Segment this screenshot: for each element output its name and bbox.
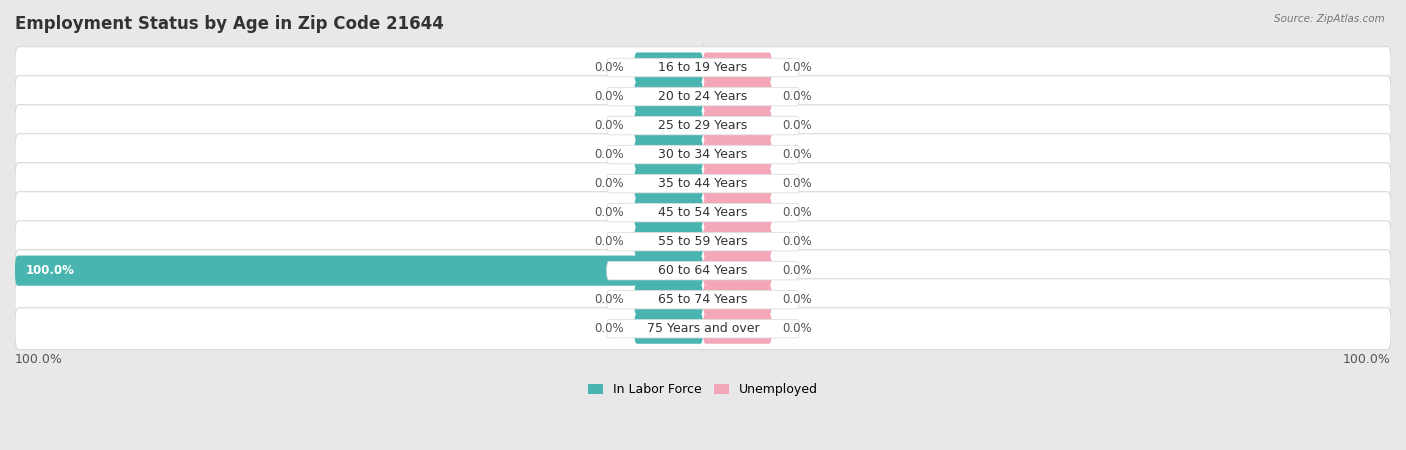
- FancyBboxPatch shape: [634, 168, 703, 199]
- FancyBboxPatch shape: [15, 76, 1391, 117]
- Text: 0.0%: 0.0%: [782, 264, 811, 277]
- FancyBboxPatch shape: [606, 290, 800, 309]
- FancyBboxPatch shape: [15, 308, 1391, 350]
- Text: 0.0%: 0.0%: [782, 90, 811, 103]
- Text: 0.0%: 0.0%: [782, 61, 811, 74]
- Text: 45 to 54 Years: 45 to 54 Years: [658, 206, 748, 219]
- Text: 0.0%: 0.0%: [595, 293, 624, 306]
- Text: 0.0%: 0.0%: [595, 235, 624, 248]
- Text: 0.0%: 0.0%: [595, 148, 624, 161]
- FancyBboxPatch shape: [606, 116, 800, 135]
- FancyBboxPatch shape: [15, 256, 703, 286]
- FancyBboxPatch shape: [634, 198, 703, 228]
- Text: 65 to 74 Years: 65 to 74 Years: [658, 293, 748, 306]
- Text: 60 to 64 Years: 60 to 64 Years: [658, 264, 748, 277]
- Text: 100.0%: 100.0%: [25, 264, 75, 277]
- Text: 0.0%: 0.0%: [782, 293, 811, 306]
- Text: Employment Status by Age in Zip Code 21644: Employment Status by Age in Zip Code 216…: [15, 15, 444, 33]
- FancyBboxPatch shape: [634, 314, 703, 344]
- Text: 0.0%: 0.0%: [595, 90, 624, 103]
- Text: 0.0%: 0.0%: [782, 177, 811, 190]
- FancyBboxPatch shape: [606, 232, 800, 251]
- FancyBboxPatch shape: [703, 140, 772, 170]
- FancyBboxPatch shape: [15, 250, 1391, 292]
- Text: 0.0%: 0.0%: [595, 206, 624, 219]
- Text: 75 Years and over: 75 Years and over: [647, 322, 759, 335]
- Text: 0.0%: 0.0%: [595, 119, 624, 132]
- FancyBboxPatch shape: [703, 168, 772, 199]
- Text: 0.0%: 0.0%: [782, 148, 811, 161]
- FancyBboxPatch shape: [634, 111, 703, 141]
- Text: 0.0%: 0.0%: [782, 322, 811, 335]
- FancyBboxPatch shape: [15, 105, 1391, 146]
- Legend: In Labor Force, Unemployed: In Labor Force, Unemployed: [583, 378, 823, 401]
- FancyBboxPatch shape: [703, 81, 772, 112]
- Text: 55 to 59 Years: 55 to 59 Years: [658, 235, 748, 248]
- FancyBboxPatch shape: [606, 203, 800, 222]
- FancyBboxPatch shape: [703, 314, 772, 344]
- FancyBboxPatch shape: [606, 174, 800, 193]
- Text: 0.0%: 0.0%: [782, 206, 811, 219]
- Text: 30 to 34 Years: 30 to 34 Years: [658, 148, 748, 161]
- FancyBboxPatch shape: [15, 134, 1391, 176]
- Text: 0.0%: 0.0%: [782, 235, 811, 248]
- FancyBboxPatch shape: [634, 53, 703, 83]
- Text: 0.0%: 0.0%: [595, 177, 624, 190]
- FancyBboxPatch shape: [606, 320, 800, 338]
- FancyBboxPatch shape: [606, 261, 800, 280]
- FancyBboxPatch shape: [606, 58, 800, 77]
- FancyBboxPatch shape: [703, 284, 772, 315]
- FancyBboxPatch shape: [634, 81, 703, 112]
- Text: 0.0%: 0.0%: [595, 322, 624, 335]
- FancyBboxPatch shape: [703, 256, 772, 286]
- Text: 35 to 44 Years: 35 to 44 Years: [658, 177, 748, 190]
- Text: Source: ZipAtlas.com: Source: ZipAtlas.com: [1274, 14, 1385, 23]
- FancyBboxPatch shape: [15, 163, 1391, 204]
- Text: 25 to 29 Years: 25 to 29 Years: [658, 119, 748, 132]
- Text: 20 to 24 Years: 20 to 24 Years: [658, 90, 748, 103]
- Text: 100.0%: 100.0%: [15, 353, 63, 366]
- FancyBboxPatch shape: [703, 53, 772, 83]
- FancyBboxPatch shape: [606, 87, 800, 106]
- Text: 100.0%: 100.0%: [1343, 353, 1391, 366]
- FancyBboxPatch shape: [703, 198, 772, 228]
- Text: 0.0%: 0.0%: [782, 119, 811, 132]
- FancyBboxPatch shape: [15, 279, 1391, 320]
- Text: 0.0%: 0.0%: [595, 61, 624, 74]
- FancyBboxPatch shape: [15, 47, 1391, 89]
- FancyBboxPatch shape: [634, 284, 703, 315]
- FancyBboxPatch shape: [703, 226, 772, 256]
- FancyBboxPatch shape: [634, 226, 703, 256]
- FancyBboxPatch shape: [15, 192, 1391, 234]
- FancyBboxPatch shape: [634, 140, 703, 170]
- Text: 16 to 19 Years: 16 to 19 Years: [658, 61, 748, 74]
- FancyBboxPatch shape: [703, 111, 772, 141]
- FancyBboxPatch shape: [15, 221, 1391, 262]
- FancyBboxPatch shape: [606, 145, 800, 164]
